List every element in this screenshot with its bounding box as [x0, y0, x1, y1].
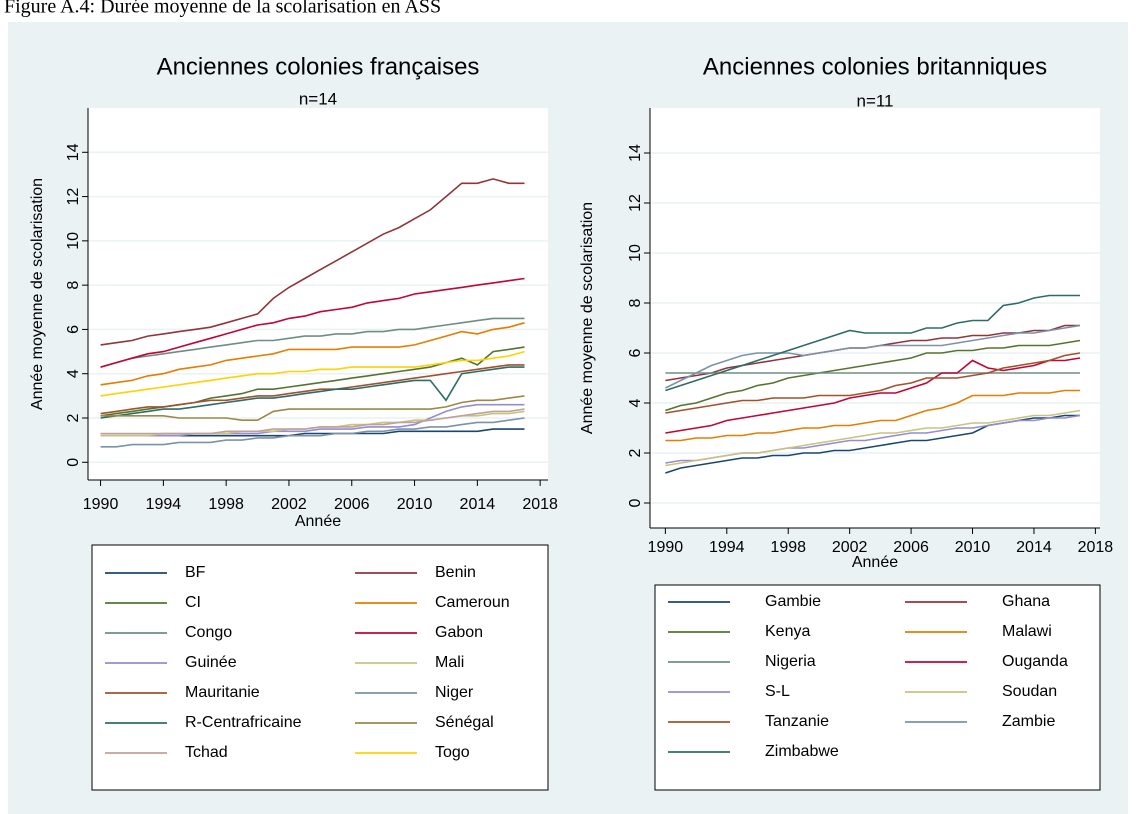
legend-label: BF	[185, 564, 206, 581]
legend-label: Mali	[435, 654, 464, 671]
legend-label: Mauritanie	[185, 684, 260, 701]
y-tick-label: 8	[65, 281, 82, 290]
legend-label: Tchad	[185, 744, 228, 761]
x-tick-label: 2018	[1078, 539, 1114, 556]
legend-label: Kenya	[765, 623, 810, 640]
chart-title: Anciennes colonies britanniques	[703, 53, 1047, 80]
x-tick-label: 2002	[271, 496, 307, 513]
legend-box	[91, 544, 549, 791]
series-line	[100, 277, 525, 368]
legend-label: Ghana	[1002, 593, 1050, 610]
x-axis-label: Année	[852, 554, 898, 571]
x-tick-label: 2010	[397, 496, 433, 513]
y-tick-label: 14	[65, 143, 82, 161]
y-tick-label: 10	[65, 232, 82, 250]
y-tick-label: 2	[65, 413, 82, 422]
y-tick-label: 0	[65, 458, 82, 467]
legend-label: CI	[185, 594, 201, 611]
y-tick-label: 6	[65, 325, 82, 334]
y-tick-label: 4	[65, 369, 82, 378]
legend-label: Cameroun	[435, 594, 510, 611]
legend-label: Zimbabwe	[765, 743, 839, 760]
y-tick-label: 4	[627, 398, 644, 407]
legend-label: Togo	[435, 744, 470, 761]
legend-label: Soudan	[1002, 683, 1057, 700]
x-tick-label: 2006	[893, 539, 929, 556]
legend-label: Guinée	[185, 654, 237, 671]
legend-label: Niger	[435, 684, 474, 701]
series-line	[100, 417, 525, 448]
chart-subtitle: n=14	[299, 89, 337, 108]
x-tick-label: 2014	[1016, 539, 1052, 556]
series-line	[665, 409, 1081, 467]
legend-label: Congo	[185, 624, 232, 641]
series-line	[665, 357, 1081, 434]
series-line	[665, 389, 1080, 442]
x-tick-label: 2014	[460, 496, 496, 513]
y-tick-label: 0	[627, 498, 644, 507]
legend-label: Gambie	[765, 593, 821, 610]
legend-label: Malawi	[1002, 623, 1052, 640]
legend-label: Gabon	[435, 624, 483, 641]
x-tick-label: 1994	[146, 496, 182, 513]
legend-label: S-L	[765, 683, 790, 700]
x-tick-label: 1990	[83, 496, 119, 513]
y-tick-label: 2	[627, 448, 644, 457]
x-tick-label: 2002	[832, 539, 868, 556]
legend-label: Tanzanie	[765, 713, 829, 730]
series-line	[665, 324, 1081, 389]
chart-subtitle: n=11	[856, 91, 893, 110]
series-line	[100, 178, 525, 346]
series-line	[100, 317, 525, 368]
x-tick-label: 2018	[522, 496, 558, 513]
series-line	[100, 350, 525, 397]
series-line	[665, 352, 1081, 414]
x-tick-label: 1994	[709, 539, 745, 556]
y-tick-label: 10	[627, 244, 644, 262]
legend-label: R-Centrafricaine	[185, 714, 302, 731]
y-tick-label: 8	[627, 298, 644, 307]
plot-area	[650, 108, 1100, 528]
series-line	[100, 395, 525, 421]
plot-area	[88, 108, 548, 480]
y-tick-label: 14	[627, 144, 644, 162]
series-line	[665, 339, 1081, 412]
legend-label: Sénégal	[435, 714, 494, 731]
y-tick-label: 6	[627, 348, 644, 357]
series-line	[100, 364, 525, 415]
x-tick-label: 1998	[770, 539, 806, 556]
x-tick-label: 1990	[648, 539, 684, 556]
caption: Figure A.4: Durée moyenne de la scolaris…	[4, 0, 441, 18]
legend-label: Nigeria	[765, 653, 816, 670]
y-tick-label: 12	[65, 188, 82, 206]
legend-label: Benin	[435, 564, 476, 581]
legend-label: Ouganda	[1002, 653, 1068, 670]
series-line	[665, 294, 1080, 392]
legend-box	[654, 584, 1101, 791]
x-axis-label: Année	[295, 513, 341, 530]
series-line	[100, 403, 525, 437]
series-line	[100, 366, 525, 419]
series-line	[100, 322, 525, 386]
series-line	[100, 408, 525, 435]
x-tick-label: 2010	[955, 539, 991, 556]
legend-label: Zambie	[1002, 713, 1055, 730]
chart-title: Anciennes colonies françaises	[157, 53, 480, 80]
x-tick-label: 1998	[208, 496, 244, 513]
y-tick-label: 12	[627, 194, 644, 212]
x-tick-label: 2006	[334, 496, 370, 513]
y-axis-label: Année moyenne de scolarisation	[579, 202, 596, 434]
y-axis-label: Année moyenne de scolarisation	[29, 178, 46, 410]
